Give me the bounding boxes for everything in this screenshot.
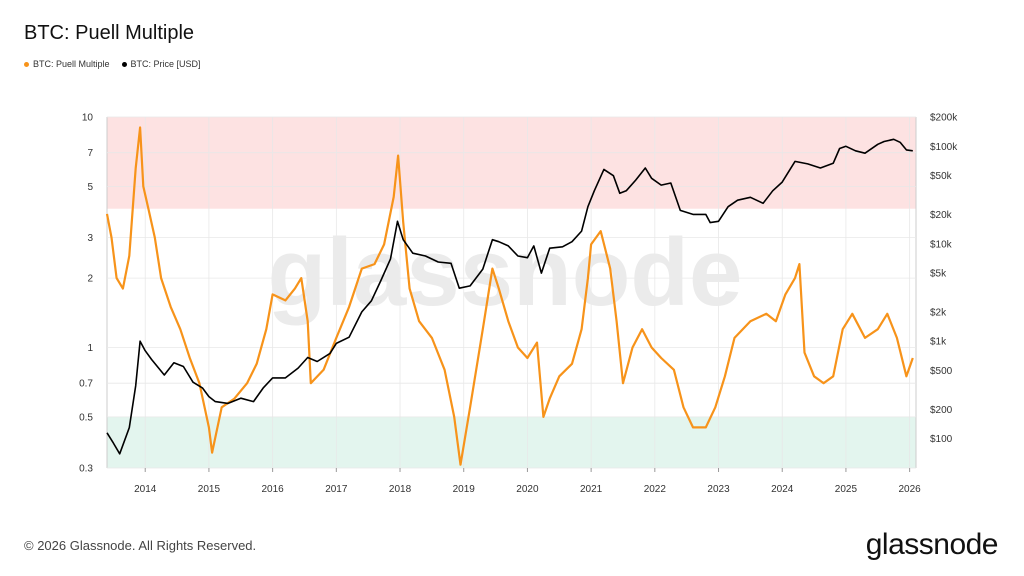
left-tick-label: 0.7: [79, 379, 93, 390]
right-tick-label: $200k: [930, 113, 958, 124]
x-tick-label: 2021: [580, 484, 603, 495]
right-tick-label: $100k: [930, 142, 958, 153]
x-tick-label: 2022: [644, 484, 667, 495]
legend: BTC: Puell Multiple BTC: Price [USD]: [24, 59, 201, 69]
glassnode-logo[interactable]: glassnode: [865, 528, 999, 561]
x-tick-label: 2018: [389, 484, 412, 495]
legend-label-puell: BTC: Puell Multiple: [33, 59, 110, 69]
legend-item-puell[interactable]: BTC: Puell Multiple: [24, 59, 110, 69]
legend-item-price[interactable]: BTC: Price [USD]: [121, 59, 201, 69]
left-tick-label: 2: [87, 274, 93, 285]
left-tick-label: 10: [82, 113, 94, 124]
right-tick-label: $500: [930, 366, 953, 377]
price-line: [106, 138, 913, 455]
right-tick-label: $200: [930, 405, 953, 416]
x-tick-label: 2020: [516, 484, 539, 495]
right-tick-label: $10k: [930, 239, 953, 250]
x-tick-label: 2014: [134, 484, 157, 495]
x-tick-label: 2025: [835, 484, 858, 495]
right-tick-label: $20k: [930, 210, 953, 221]
left-tick-label: 0.3: [79, 464, 93, 475]
left-tick-label: 5: [87, 182, 93, 193]
right-tick-label: $2k: [930, 307, 947, 318]
right-tick-label: $1k: [930, 337, 947, 348]
x-tick-label: 2024: [771, 484, 794, 495]
copyright: © 2026 Glassnode. All Rights Reserved.: [24, 538, 257, 553]
right-tick-label: $50k: [930, 171, 953, 182]
left-tick-label: 3: [87, 233, 93, 244]
x-tick-label: 2026: [899, 484, 922, 495]
legend-label-price: BTC: Price [USD]: [130, 59, 201, 69]
band-1: [107, 416, 916, 468]
puell-multiple-line: [105, 126, 914, 466]
x-tick-label: 2019: [453, 484, 476, 495]
right-tick-label: $100: [930, 434, 953, 445]
chart-title: BTC: Puell Multiple: [24, 22, 195, 44]
x-tick-label: 2016: [261, 484, 284, 495]
left-tick-label: 1: [87, 343, 93, 354]
left-tick-label: 7: [87, 148, 93, 159]
band-0: [107, 117, 916, 209]
right-tick-label: $5k: [930, 269, 947, 280]
legend-dot-puell: [24, 61, 29, 67]
x-tick-label: 2017: [325, 484, 348, 495]
x-tick-label: 2023: [707, 484, 730, 495]
legend-dot-price: [121, 61, 127, 67]
x-tick-label: 2015: [198, 484, 221, 495]
left-tick-label: 0.5: [79, 412, 93, 423]
